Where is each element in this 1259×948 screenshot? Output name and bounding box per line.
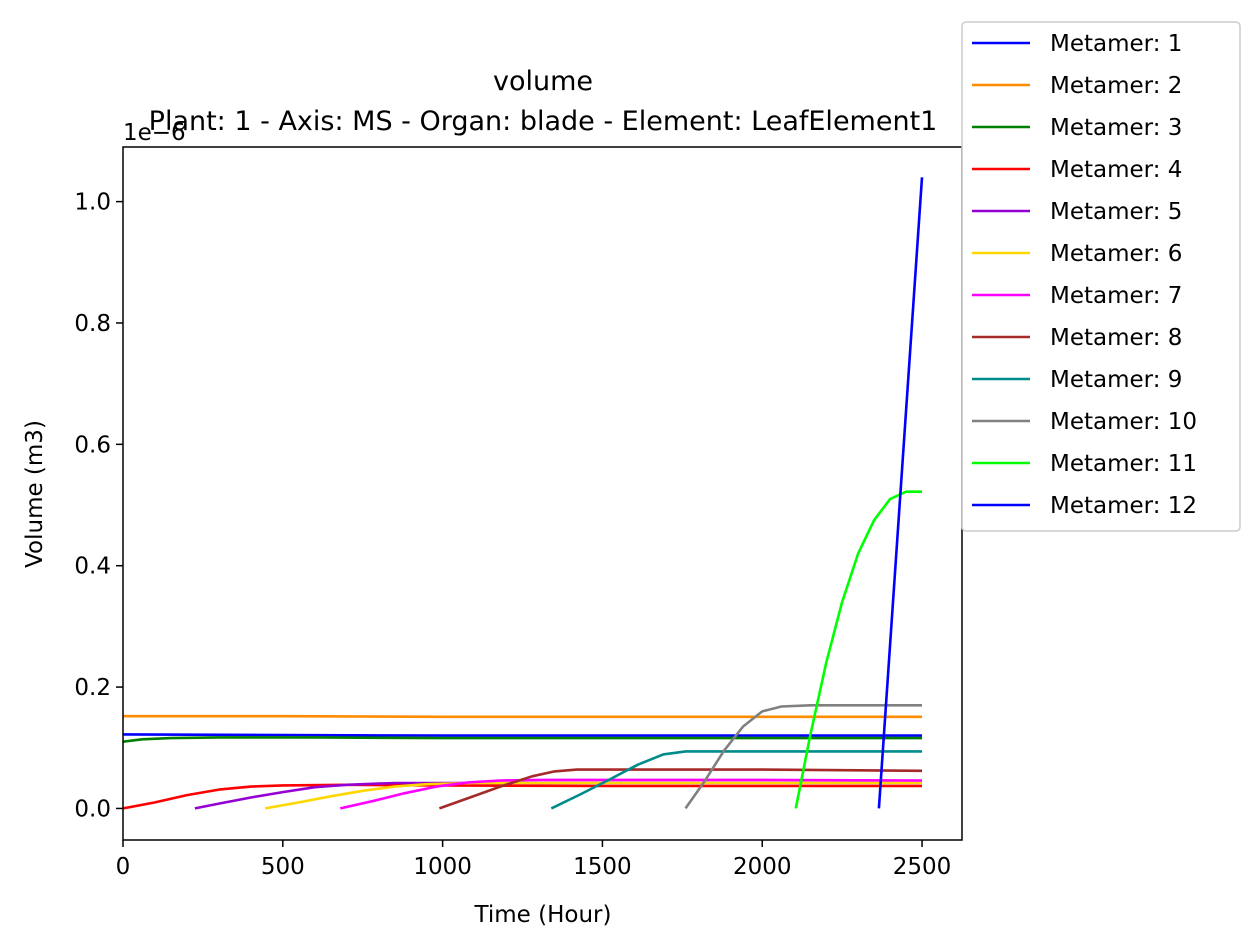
- x-tick-label: 2000: [733, 854, 792, 880]
- series-line-metamer-10: [684, 703, 922, 810]
- series-line-metamer-6: [264, 781, 922, 810]
- y-tick-label: 0.2: [74, 675, 111, 701]
- y-axis-ticks: 0.0 0.2 0.4 0.6 0.8 1.0: [74, 190, 123, 822]
- legend: Metamer: 1 Metamer: 2 Metamer: 3 Metamer: 4…: [961, 21, 1241, 532]
- series-line-metamer-3: [122, 736, 922, 743]
- x-tick-label: 2500: [893, 854, 952, 880]
- chart-title: volume: [493, 66, 593, 97]
- legend-label: Metamer: 6: [1050, 241, 1182, 267]
- x-axis-label: Time (Hour): [474, 902, 612, 928]
- legend-label: Metamer: 5: [1050, 199, 1182, 225]
- x-axis-ticks: 0 500 1000 1500 2000 2500: [116, 840, 952, 880]
- x-tick-label: 1000: [413, 854, 472, 880]
- legend-label: Metamer: 9: [1050, 367, 1182, 393]
- x-tick-label: 500: [261, 854, 305, 880]
- legend-label: Metamer: 4: [1050, 157, 1182, 183]
- x-tick-label: 1500: [573, 854, 632, 880]
- legend-label: Metamer: 7: [1050, 283, 1182, 309]
- series-line-metamer-4: [122, 783, 922, 810]
- chart-subtitle: Plant: 1 - Axis: MS - Organ: blade - Ele…: [149, 106, 938, 137]
- series-line-metamer-12: [877, 177, 924, 809]
- y-tick-label: 0.6: [74, 432, 111, 458]
- legend-items: Metamer: 1 Metamer: 2 Metamer: 3 Metamer: 4…: [972, 31, 1197, 519]
- series-line-metamer-8: [438, 768, 923, 810]
- y-axis-label: Volume (m3): [22, 420, 48, 568]
- legend-label: Metamer: 12: [1050, 493, 1197, 519]
- x-tick-label: 0: [116, 854, 131, 880]
- legend-label: Metamer: 8: [1050, 325, 1182, 351]
- series-line-metamer-2: [123, 714, 922, 719]
- legend-label: Metamer: 3: [1050, 115, 1182, 141]
- series-line-metamer-1: [122, 733, 922, 737]
- legend-label: Metamer: 1: [1050, 31, 1182, 57]
- legend-label: Metamer: 11: [1050, 451, 1197, 477]
- y-tick-label: 0.8: [74, 311, 111, 337]
- series-layer: [122, 177, 924, 810]
- legend-label: Metamer: 10: [1050, 409, 1197, 435]
- series-line-metamer-9: [550, 750, 922, 810]
- y-tick-label: 0.4: [74, 554, 111, 580]
- y-tick-label: 1.0: [74, 190, 111, 216]
- y-offset-label: 1e−6: [123, 120, 186, 146]
- series-line-metamer-7: [340, 778, 923, 810]
- legend-label: Metamer: 2: [1050, 73, 1182, 99]
- legend-frame: [961, 21, 1241, 532]
- y-tick-label: 0.0: [74, 796, 111, 822]
- series-line-metamer-11: [794, 490, 922, 809]
